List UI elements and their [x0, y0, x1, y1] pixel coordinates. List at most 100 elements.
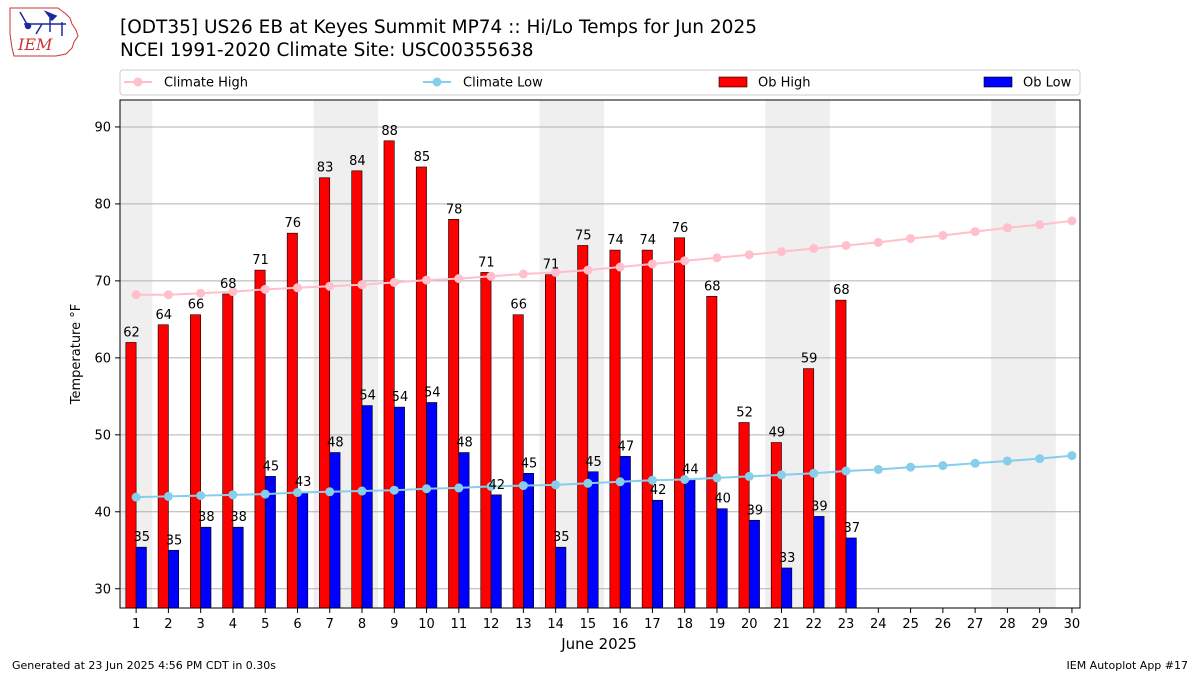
climate-high-point: [486, 271, 496, 281]
x-axis-label: June 2025: [560, 635, 637, 653]
ob-high-label: 62: [123, 325, 140, 340]
climate-high-point: [357, 280, 367, 290]
climate-low-point: [518, 481, 528, 491]
ob-high-bar: [641, 249, 653, 609]
ob-high-bar: [125, 342, 137, 609]
climate-high-point: [131, 290, 141, 300]
ob-high-bar: [803, 368, 815, 609]
ob-low-bar: [523, 473, 534, 609]
ob-low-bar: [297, 491, 309, 609]
climate-lines: [131, 216, 1077, 502]
ob-high-label: 76: [672, 221, 689, 236]
ob-high-label: 76: [285, 216, 302, 231]
climate-low-point: [486, 481, 496, 491]
x-tick-label: 9: [390, 617, 398, 632]
ob-low-bar: [587, 471, 599, 609]
climate-low-point: [422, 484, 432, 494]
x-tick-label: 27: [967, 617, 984, 632]
ob-low-label: 33: [779, 551, 796, 566]
climate-low-point: [551, 480, 561, 490]
ob-high-label: 52: [736, 406, 753, 421]
y-tick-label: 80: [94, 197, 111, 212]
x-tick-label: 15: [580, 617, 597, 632]
ob-low-bar: [555, 546, 567, 609]
y-tick-label: 30: [94, 582, 111, 597]
logo-text: IEM: [17, 35, 53, 54]
ob-low-bar: [200, 526, 212, 609]
ob-high-label: 74: [607, 233, 624, 248]
ob-high-label: 75: [575, 228, 592, 243]
legend-box: [119, 69, 1081, 96]
legend: Climate High Climate Low Ob High Ob Low: [119, 69, 1081, 96]
y-tick-label: 50: [94, 428, 111, 443]
climate-high-point: [583, 265, 593, 275]
climate-low-point: [131, 492, 141, 502]
ob-low-bar: [781, 567, 793, 609]
climate-low-point: [873, 464, 883, 474]
x-tick-label: 20: [741, 617, 758, 632]
ob-low-label: 45: [585, 455, 602, 470]
x-tick-label: 16: [612, 617, 629, 632]
climate-high-point: [712, 253, 722, 263]
climate-high-point: [841, 240, 851, 250]
ob-high-label: 66: [510, 298, 527, 313]
ob-high-bar: [609, 249, 621, 609]
x-tick-label: 17: [644, 617, 661, 632]
ob-high-label: 83: [317, 161, 334, 176]
ob-high-bar: [770, 442, 782, 609]
climate-low-point: [615, 477, 625, 487]
legend-bar-swatch: [983, 76, 1013, 88]
climate-low-point: [228, 490, 238, 500]
x-tick-label: 3: [197, 617, 205, 632]
ob-high-label: 84: [349, 154, 366, 169]
x-tick-label: 13: [515, 617, 532, 632]
legend-label: Ob Low: [1023, 76, 1072, 91]
climate-low-point: [260, 489, 270, 499]
ob-high-label: 78: [446, 202, 463, 217]
ob-high-bar: [706, 295, 718, 609]
ob-low-bar: [135, 546, 147, 609]
x-axis: 1 2 3 4 5 6 7 8 9 10 11 12 13 14 15 16 17 18 19 20 21 22 23 24 2…: [132, 608, 1080, 632]
ob-low-label: 48: [456, 436, 473, 451]
climate-low-point: [970, 458, 980, 468]
ob-high-label: 59: [801, 352, 818, 367]
ob-low-label: 45: [263, 459, 280, 474]
legend-bar-swatch: [718, 76, 748, 88]
climate-low-point: [744, 471, 754, 481]
climate-low-point: [196, 491, 206, 501]
climate-low-point: [454, 483, 464, 493]
ob-low-bar: [748, 519, 760, 609]
ob-high-bar: [835, 299, 847, 609]
ob-low-bar: [458, 452, 470, 609]
x-tick-label: 30: [1064, 617, 1081, 632]
x-tick-label: 8: [358, 617, 366, 632]
climate-high-point: [970, 227, 980, 237]
climate-high-point: [680, 256, 690, 266]
ob-high-label: 66: [188, 298, 205, 313]
ob-low-label: 39: [747, 503, 764, 518]
ob-low-label: 38: [198, 510, 215, 525]
climate-high-point: [163, 290, 173, 300]
ob-low-label: 37: [843, 521, 860, 536]
climate-high-point: [647, 259, 657, 269]
climate-low-point: [163, 491, 173, 501]
x-tick-label: 7: [326, 617, 334, 632]
climate-low-point: [1035, 454, 1045, 464]
y-tick-label: 40: [94, 505, 111, 520]
legend-label: Climate Low: [463, 76, 543, 91]
ob-low-label: 43: [295, 475, 312, 490]
climate-high-point: [196, 288, 206, 298]
app-credit: IEM Autoplot App #17: [1066, 659, 1189, 672]
climate-low-point: [357, 486, 367, 496]
ob-high-label: 68: [704, 279, 721, 294]
ob-high-label: 64: [155, 308, 172, 323]
ob-low-bar: [232, 526, 244, 609]
ob-low-bar: [393, 406, 405, 609]
legend-marker-swatch: [432, 77, 442, 87]
ob-high-bar: [674, 237, 686, 609]
y-tick-label: 60: [94, 351, 111, 366]
climate-high-point: [260, 284, 270, 294]
climate-low-point: [938, 461, 948, 471]
x-tick-label: 4: [229, 617, 237, 632]
